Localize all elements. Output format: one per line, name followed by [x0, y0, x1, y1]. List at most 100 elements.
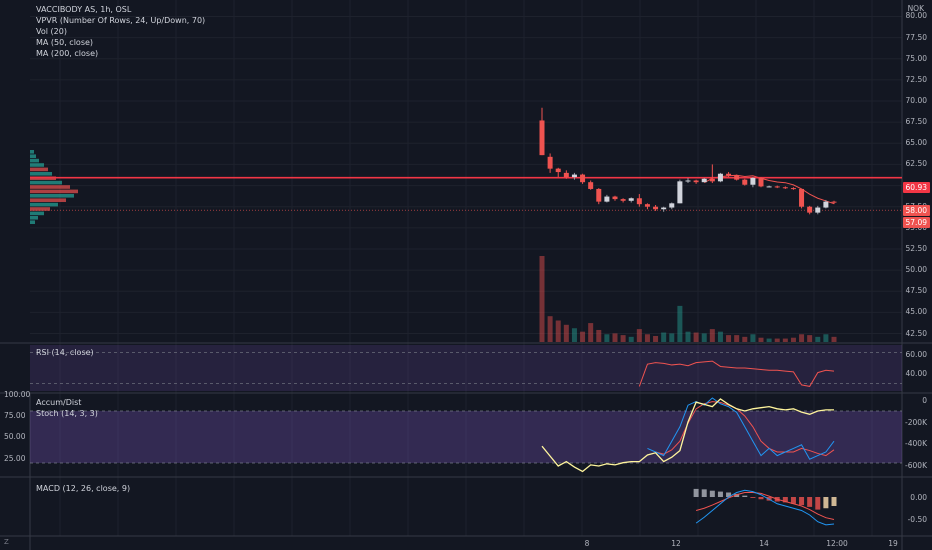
macd-label[interactable]: MACD (12, 26, close, 9)	[36, 484, 131, 493]
candle-body	[693, 180, 699, 183]
volume-bar	[539, 256, 545, 342]
time-label-14: 14	[759, 539, 769, 548]
price-axis-label: 75.00	[905, 53, 927, 63]
macd-histogram-bar	[693, 488, 699, 497]
volume-bar	[563, 324, 569, 342]
candle-body	[539, 120, 545, 156]
legend-vol[interactable]: Vol (20)	[36, 27, 67, 36]
candle-body	[571, 174, 577, 178]
legend-ma50[interactable]: MA (50, close)	[36, 38, 94, 47]
volume-bar	[653, 335, 659, 342]
candle-body	[669, 203, 675, 208]
rsi-label[interactable]: RSI (14, close)	[36, 348, 94, 357]
rsi-line	[638, 360, 835, 387]
chart-legend: VACCIBODY AS, 1h, OSL VPVR (Number Of Ro…	[36, 4, 205, 59]
close-price-tag: 58.00	[902, 205, 930, 216]
candle-body	[831, 201, 837, 203]
stoch-band	[30, 411, 902, 463]
price-axis-label: 80.00	[905, 11, 927, 21]
candle-body	[563, 172, 569, 178]
candle-body	[766, 186, 772, 188]
volume-bar	[596, 329, 602, 342]
volume-bar	[644, 334, 650, 342]
vpvr-bar	[30, 211, 44, 216]
volume-bar	[628, 336, 634, 342]
candle-body	[555, 168, 561, 173]
vpvr-bar	[30, 158, 39, 163]
price-axis-label: 42.50	[905, 328, 927, 338]
price-axis-label: 65.00	[905, 138, 927, 148]
volume-bar	[774, 338, 780, 342]
candle-body	[758, 177, 764, 187]
vpvr-bar	[30, 207, 50, 211]
macd-histogram-bar	[750, 497, 756, 498]
volume-bar	[831, 336, 837, 342]
vpvr-bar	[30, 167, 48, 172]
legend-ma200[interactable]: MA (200, close)	[36, 49, 99, 58]
candle-body	[661, 207, 667, 210]
candle-body	[547, 156, 553, 169]
candle-body	[636, 198, 642, 205]
volume-bar	[555, 320, 561, 342]
volume-bar	[766, 338, 772, 342]
stoch-axis-25: 25.00	[4, 454, 26, 463]
resistance-price-tag: 60.93	[902, 182, 930, 193]
volume-bar	[815, 336, 821, 342]
vpvr-bar	[30, 202, 58, 207]
price-axis-label: 67.50	[905, 117, 927, 127]
price-axis-label: 70.00	[905, 96, 927, 105]
time-label-19: 19	[888, 539, 898, 548]
time-label-12: 12	[671, 539, 681, 548]
candle-body	[628, 198, 634, 201]
macd-histogram-bar	[823, 497, 829, 509]
price-axis-label: 62.50	[905, 159, 927, 169]
candle-body	[580, 174, 586, 183]
candle-body	[807, 206, 813, 213]
price-axis-label: 72.50	[905, 74, 927, 84]
volume-bar	[799, 334, 805, 342]
vpvr-bar	[30, 172, 52, 176]
volume-bar	[661, 332, 667, 342]
volume-bar	[685, 331, 691, 342]
stoch-k-line	[647, 397, 835, 460]
macd-histogram-bar	[726, 492, 732, 497]
vpvr-bar	[30, 189, 78, 194]
candle-body	[742, 179, 748, 185]
macd-histogram-bar	[742, 495, 748, 497]
accdist-label[interactable]: Accum/Dist	[36, 398, 82, 407]
macd-line	[695, 489, 835, 526]
accdist-axis-0: 0	[922, 396, 927, 405]
price-axis-label: 77.50	[905, 32, 927, 42]
candle-body	[685, 180, 691, 182]
zoom-button[interactable]: Z	[4, 538, 9, 546]
candle-body	[588, 182, 594, 189]
vpvr-bar	[30, 150, 34, 154]
candle-body	[782, 187, 788, 189]
time-label-8: 8	[584, 539, 590, 548]
vpvr-bar	[30, 180, 62, 185]
rsi-axis-40: 40.00	[905, 369, 927, 378]
volume-bar	[604, 334, 610, 342]
stoch-label[interactable]: Stoch (14, 3, 3)	[36, 409, 98, 418]
candle-body	[653, 206, 659, 210]
volume-bar	[750, 334, 756, 342]
stoch-axis-75: 75.00	[4, 411, 26, 420]
vpvr-bar	[30, 163, 44, 167]
currency-label[interactable]: NOK	[907, 4, 924, 13]
macd-histogram-bar	[807, 497, 813, 507]
volume-bar	[807, 335, 813, 342]
vpvr-bar	[30, 185, 70, 189]
candle-body	[604, 196, 610, 202]
macd-axis-neg05: -0.50	[907, 515, 927, 524]
legend-vpvr[interactable]: VPVR (Number Of Rows, 24, Up/Down, 70)	[36, 16, 206, 25]
volume-bar	[677, 305, 683, 342]
macd-histogram-bar	[701, 489, 707, 497]
macd-histogram-bar	[799, 497, 805, 506]
price-axis-label: 50.00	[905, 265, 927, 275]
rsi-axis-60: 60.00	[905, 350, 927, 359]
macd-histogram-bar	[831, 497, 837, 506]
rsi-band	[30, 345, 902, 391]
candle-body	[726, 173, 732, 176]
time-label-1200: 12:00	[826, 539, 848, 548]
